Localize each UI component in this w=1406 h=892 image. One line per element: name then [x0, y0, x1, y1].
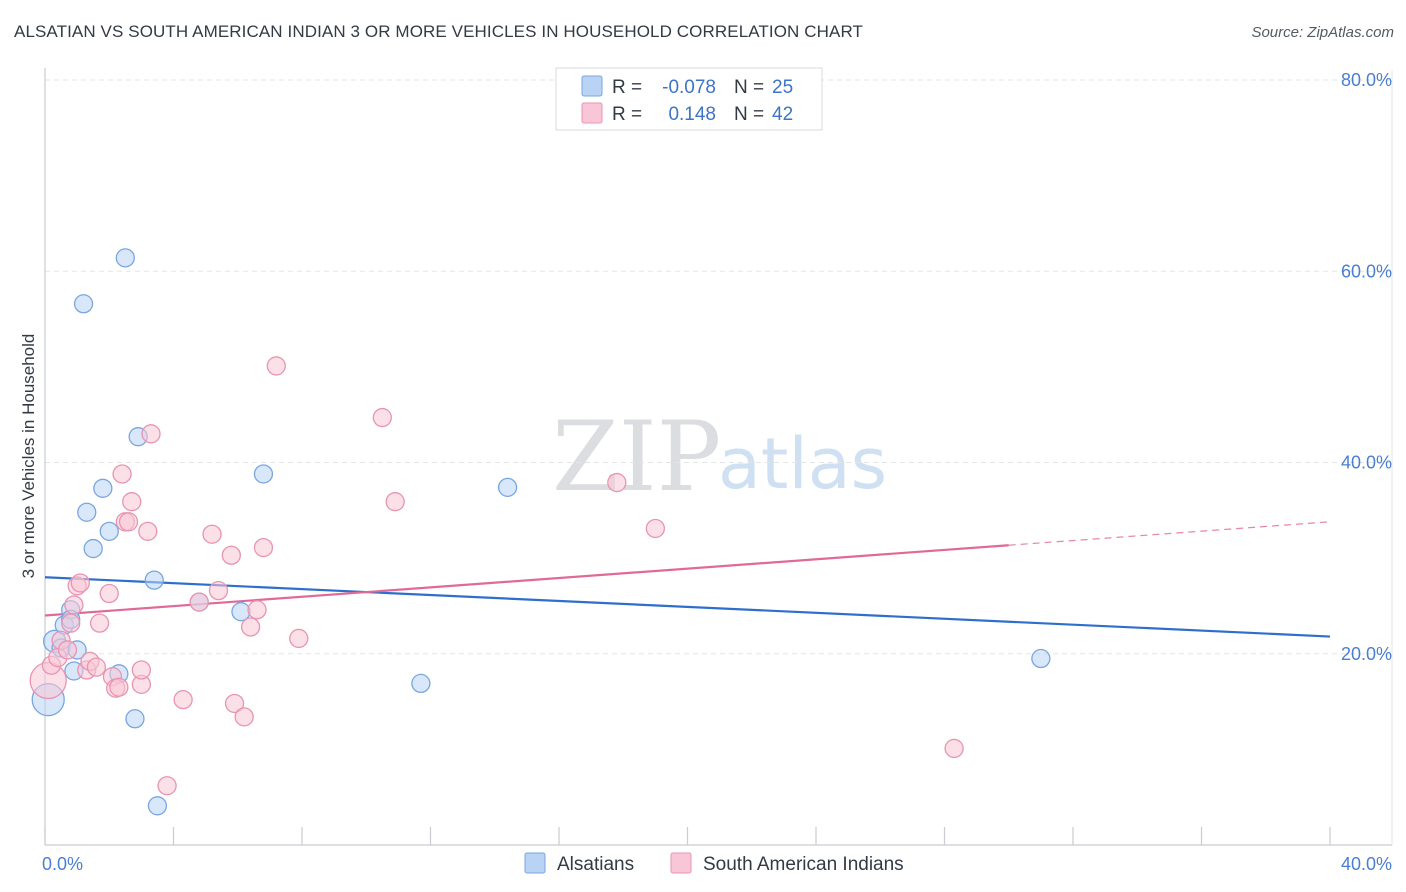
watermark-atlas: atlas	[718, 423, 887, 505]
data-point-south-american-indians	[138, 521, 158, 541]
data-point-south-american-indians	[247, 600, 267, 620]
data-point-south-american-indians	[208, 580, 229, 601]
y-tick-label: 80.0%	[1341, 70, 1392, 90]
y-axis-label: 3 or more Vehicles in Household	[19, 334, 38, 579]
trend-line-0	[44, 576, 1331, 638]
data-point-alsatians	[1031, 648, 1051, 669]
trend-line-1	[44, 544, 1009, 617]
legend-swatch-south-american-indians	[581, 102, 603, 124]
tick-labels: 20.0% 40.0% 60.0% 80.0% 0.0% 40.0%	[42, 70, 1392, 874]
series-legend: Alsatians South American Indians	[524, 852, 904, 875]
x-tick-label: 40.0%	[1341, 854, 1392, 874]
bottom-legend-label-alsatians: Alsatians	[557, 854, 634, 875]
legend-r-label: R =	[612, 77, 642, 98]
watermark: ZIP atlas	[552, 401, 887, 513]
data-point-alsatians	[73, 294, 94, 314]
data-point-alsatians	[253, 464, 274, 484]
source-credit: Source: ZipAtlas.com	[1251, 24, 1394, 41]
data-point-south-american-indians	[173, 690, 193, 710]
data-point-south-american-indians	[944, 738, 964, 759]
data-point-south-american-indians	[607, 472, 627, 493]
data-point-south-american-indians	[202, 524, 222, 544]
legend-swatch-alsatians	[581, 75, 603, 97]
data-point-alsatians	[77, 502, 97, 522]
data-point-south-american-indians	[253, 537, 274, 558]
watermark-zip: ZIP	[552, 401, 721, 513]
data-point-alsatians	[115, 248, 135, 268]
data-points	[29, 248, 1051, 816]
data-point-alsatians	[411, 673, 431, 694]
data-point-alsatians	[497, 477, 518, 498]
y-tick-label: 20.0%	[1341, 644, 1392, 664]
data-point-alsatians	[144, 570, 164, 590]
data-point-south-american-indians	[221, 545, 241, 565]
data-point-alsatians	[99, 521, 119, 541]
legend-n-value: 42	[772, 104, 793, 125]
legend-n-label: N =	[734, 77, 764, 98]
legend-r-value: 0.148	[668, 104, 716, 125]
data-point-south-american-indians	[112, 464, 132, 484]
data-point-alsatians	[147, 796, 168, 816]
data-point-south-american-indians	[234, 707, 254, 727]
data-point-south-american-indians	[141, 424, 161, 444]
data-point-south-american-indians	[189, 592, 209, 612]
y-tick-label: 60.0%	[1341, 261, 1392, 281]
data-point-alsatians	[125, 709, 145, 729]
data-point-south-american-indians	[99, 583, 119, 604]
data-point-south-american-indians	[61, 613, 81, 633]
data-point-alsatians	[93, 478, 113, 498]
data-point-south-american-indians	[372, 407, 392, 428]
grid-lines	[45, 70, 1393, 845]
legend-n-value: 25	[772, 77, 793, 98]
data-point-south-american-indians	[57, 640, 78, 660]
data-point-south-american-indians	[89, 613, 110, 633]
legend-n-label: N =	[734, 104, 764, 125]
data-point-south-american-indians	[289, 628, 309, 649]
legend-r-value: -0.078	[662, 77, 716, 98]
data-point-south-american-indians	[118, 512, 139, 532]
data-point-south-american-indians	[240, 617, 261, 637]
bottom-legend-label-south-american-indians: South American Indians	[703, 854, 904, 875]
data-point-south-american-indians	[224, 693, 245, 714]
data-point-south-american-indians	[131, 660, 152, 680]
data-point-south-american-indians	[86, 657, 107, 677]
data-point-south-american-indians	[64, 595, 84, 615]
chart-title: ALSATIAN VS SOUTH AMERICAN INDIAN 3 OR M…	[14, 22, 864, 41]
data-point-south-american-indians	[122, 492, 142, 512]
legend-r-label: R =	[612, 104, 642, 125]
data-point-south-american-indians	[157, 776, 177, 796]
x-tick-label: 0.0%	[42, 854, 83, 874]
data-point-south-american-indians	[385, 492, 405, 512]
data-point-south-american-indians	[70, 573, 90, 593]
data-point-south-american-indians	[645, 518, 666, 539]
data-point-south-american-indians	[266, 356, 286, 376]
bottom-legend-swatch-south-american-indians	[670, 852, 692, 874]
data-point-south-american-indians	[109, 677, 129, 697]
trend-line-extension-1	[1008, 521, 1331, 546]
bottom-legend-swatch-alsatians	[524, 852, 546, 874]
y-tick-label: 40.0%	[1341, 453, 1392, 473]
stats-legend: R = -0.078 N = 25 R = 0.148 N = 42	[555, 67, 823, 131]
data-point-alsatians	[83, 538, 103, 559]
